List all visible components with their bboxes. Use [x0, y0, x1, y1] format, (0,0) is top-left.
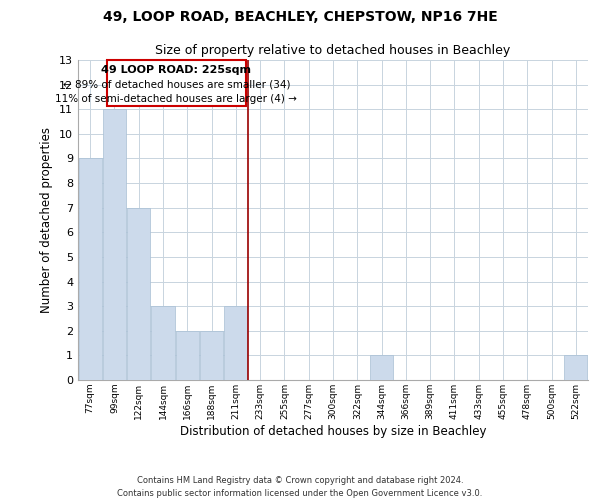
Text: 49 LOOP ROAD: 225sqm: 49 LOOP ROAD: 225sqm: [101, 66, 251, 76]
Bar: [79, 158, 101, 380]
Bar: [103, 109, 126, 380]
Bar: [127, 208, 150, 380]
Title: Size of property relative to detached houses in Beachley: Size of property relative to detached ho…: [155, 44, 511, 58]
Bar: [565, 356, 587, 380]
Bar: [224, 306, 247, 380]
Text: ← 89% of detached houses are smaller (34): ← 89% of detached houses are smaller (34…: [62, 80, 290, 90]
Bar: [200, 331, 223, 380]
Y-axis label: Number of detached properties: Number of detached properties: [40, 127, 53, 313]
X-axis label: Distribution of detached houses by size in Beachley: Distribution of detached houses by size …: [180, 424, 486, 438]
Text: 11% of semi-detached houses are larger (4) →: 11% of semi-detached houses are larger (…: [55, 94, 297, 104]
Text: 49, LOOP ROAD, BEACHLEY, CHEPSTOW, NP16 7HE: 49, LOOP ROAD, BEACHLEY, CHEPSTOW, NP16 …: [103, 10, 497, 24]
Bar: [370, 356, 393, 380]
Bar: [151, 306, 175, 380]
Bar: [107, 60, 245, 106]
Text: Contains HM Land Registry data © Crown copyright and database right 2024.
Contai: Contains HM Land Registry data © Crown c…: [118, 476, 482, 498]
Bar: [176, 331, 199, 380]
